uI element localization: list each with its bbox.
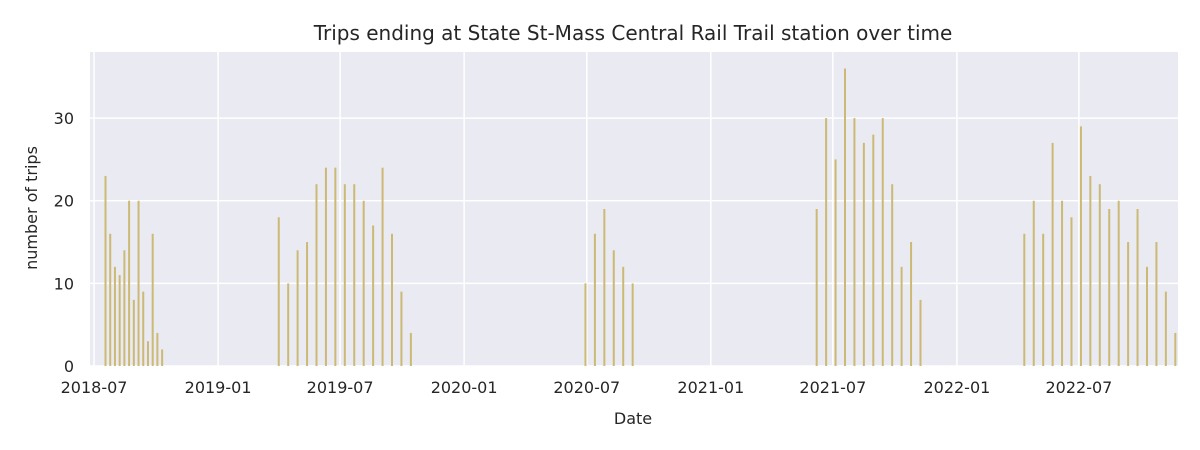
bar <box>1023 233 1026 366</box>
bar <box>1051 142 1054 366</box>
bar <box>381 167 384 366</box>
x-tick-label: 2020-01 <box>431 378 498 397</box>
bar <box>1155 242 1158 366</box>
x-tick-label: 2022-07 <box>1045 378 1112 397</box>
bar <box>843 68 846 367</box>
gridlines <box>90 52 1178 367</box>
bar <box>862 142 865 366</box>
bar <box>1174 332 1177 366</box>
y-tick-label: 30 <box>54 109 74 128</box>
bar <box>910 242 913 366</box>
bar <box>156 332 159 366</box>
x-tick-label: 2019-07 <box>307 378 374 397</box>
bar <box>1061 200 1064 366</box>
bar <box>853 118 856 367</box>
bar <box>1108 209 1111 366</box>
bar <box>390 233 393 366</box>
bar <box>287 283 290 366</box>
bar <box>409 332 412 366</box>
chart-title: Trips ending at State St-Mass Central Ra… <box>313 21 953 45</box>
bar <box>881 118 884 367</box>
bar <box>1042 233 1045 366</box>
bar <box>161 349 164 366</box>
bar <box>400 291 403 366</box>
bar <box>109 233 112 366</box>
bar <box>834 159 837 366</box>
bar <box>151 233 154 366</box>
y-tick-label: 10 <box>54 274 74 293</box>
bar <box>146 341 149 366</box>
bar <box>362 200 365 366</box>
bar <box>104 175 107 366</box>
bar <box>1089 175 1092 366</box>
bar <box>1136 209 1139 366</box>
bar <box>919 299 922 366</box>
bar <box>612 250 615 366</box>
bar <box>631 283 634 366</box>
y-axis-label: number of trips <box>22 146 41 270</box>
bar <box>353 184 356 366</box>
x-axis-label: Date <box>614 409 652 428</box>
bar <box>277 217 280 366</box>
bar <box>1098 184 1101 366</box>
x-tick-labels: 2018-07 2019-01 2019-07 2020-01 2020-07 2021-… <box>61 378 1113 397</box>
bar <box>334 167 337 366</box>
bar <box>1079 126 1082 366</box>
bar <box>584 283 587 366</box>
bar <box>324 167 327 366</box>
bar <box>900 266 903 366</box>
bar <box>137 200 140 366</box>
bars <box>104 68 1177 367</box>
bar <box>142 291 145 366</box>
bar <box>593 233 596 366</box>
bar <box>1032 200 1035 366</box>
bar <box>113 266 116 366</box>
plot-background <box>90 52 1178 366</box>
x-tick-label: 2018-07 <box>61 378 128 397</box>
bar <box>123 250 126 366</box>
bar <box>603 209 606 366</box>
bar <box>891 184 894 366</box>
x-tick-label: 2022-01 <box>923 378 990 397</box>
bar <box>1117 200 1120 366</box>
bar <box>306 242 309 366</box>
y-tick-labels: 0 10 20 30 <box>54 109 74 376</box>
bar <box>1145 266 1148 366</box>
bar <box>1164 291 1167 366</box>
bar <box>372 225 375 366</box>
bar <box>815 209 818 366</box>
bar <box>872 134 875 366</box>
bar <box>622 266 625 366</box>
bar <box>315 184 318 366</box>
bar <box>296 250 299 366</box>
bar <box>1070 217 1073 366</box>
y-tick-label: 20 <box>54 192 74 211</box>
y-tick-label: 0 <box>64 357 74 376</box>
bar <box>132 299 135 366</box>
bar <box>118 275 121 366</box>
x-tick-label: 2021-01 <box>677 378 744 397</box>
bar <box>825 118 828 367</box>
x-tick-label: 2021-07 <box>799 378 866 397</box>
x-tick-label: 2020-07 <box>553 378 620 397</box>
bar <box>1127 242 1130 366</box>
x-tick-label: 2019-01 <box>185 378 252 397</box>
bar <box>343 184 346 366</box>
bar <box>128 200 131 366</box>
